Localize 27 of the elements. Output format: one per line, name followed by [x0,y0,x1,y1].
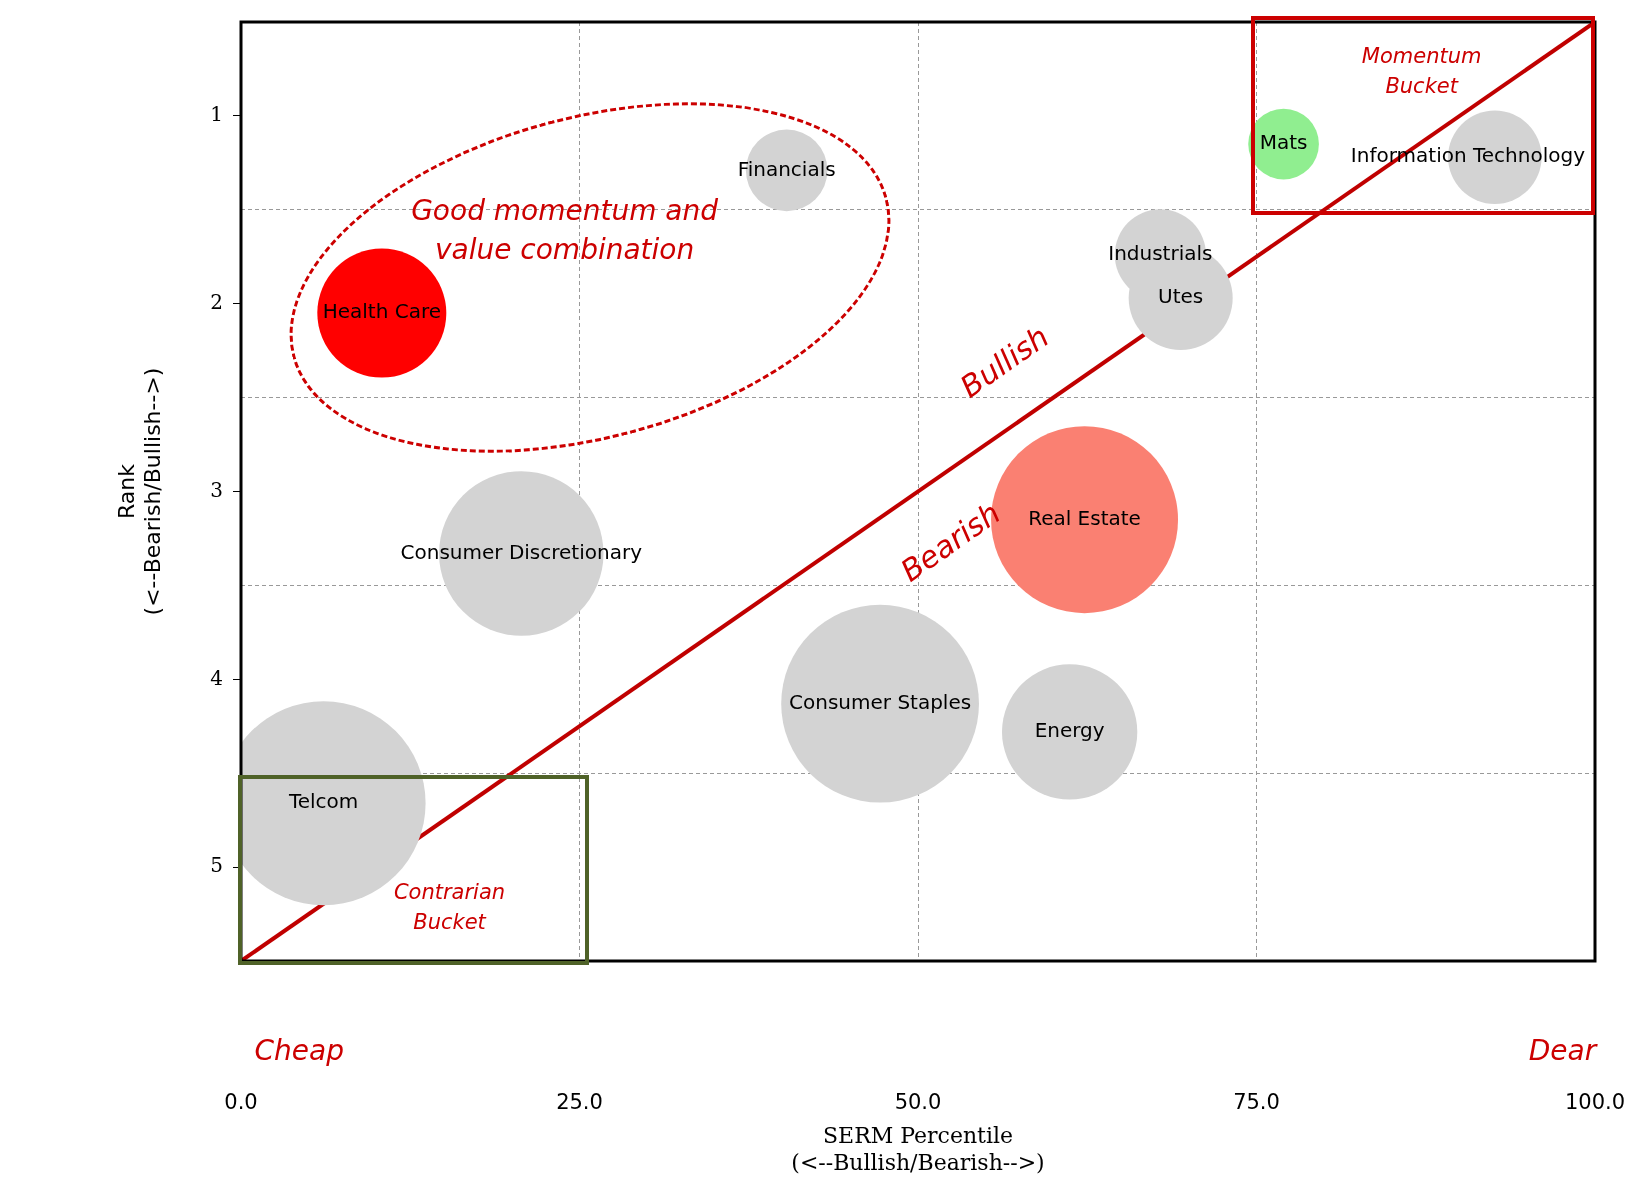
series-label: Utes [1158,284,1204,309]
y-tick-label: 2 [210,289,223,314]
annotation: Momentum Bucket [1361,44,1482,98]
series-label: Consumer Discretionary [400,539,643,564]
series-label: Health Care [322,299,441,324]
y-tick-label: 4 [210,665,223,690]
series-label: Real Estate [1028,505,1141,530]
x-axis-title: SERM Percentile (<--Bullish/Bearish-->) [791,1123,1045,1175]
series-label: Energy [1034,718,1105,743]
annotation: Contrarian Bucket [393,880,506,934]
x-tick-label: 50.0 [894,1090,942,1115]
x-tick-label: 75.0 [1233,1090,1280,1115]
x-tick-label: 25.0 [556,1090,603,1115]
series-label: Industrials [1108,241,1213,266]
y-tick-label: 5 [210,853,223,878]
text: Dear [1528,1034,1598,1068]
y-tick-label: 3 [210,477,223,502]
y-tick-label: 1 [210,102,223,127]
x-tick-label: 100.0 [1564,1090,1626,1115]
series-label: Financials [737,156,836,181]
x-tick-label: 0.0 [224,1090,258,1115]
annotation: Good momentum and value combination [411,194,719,267]
y-axis-title: Rank (<--Bearish/Bullish-->) [113,367,166,616]
series-label: Consumer Staples [789,689,972,714]
text: Cheap [254,1034,344,1068]
series-label: Telcom [287,789,359,814]
series-label: Mats [1259,130,1308,155]
